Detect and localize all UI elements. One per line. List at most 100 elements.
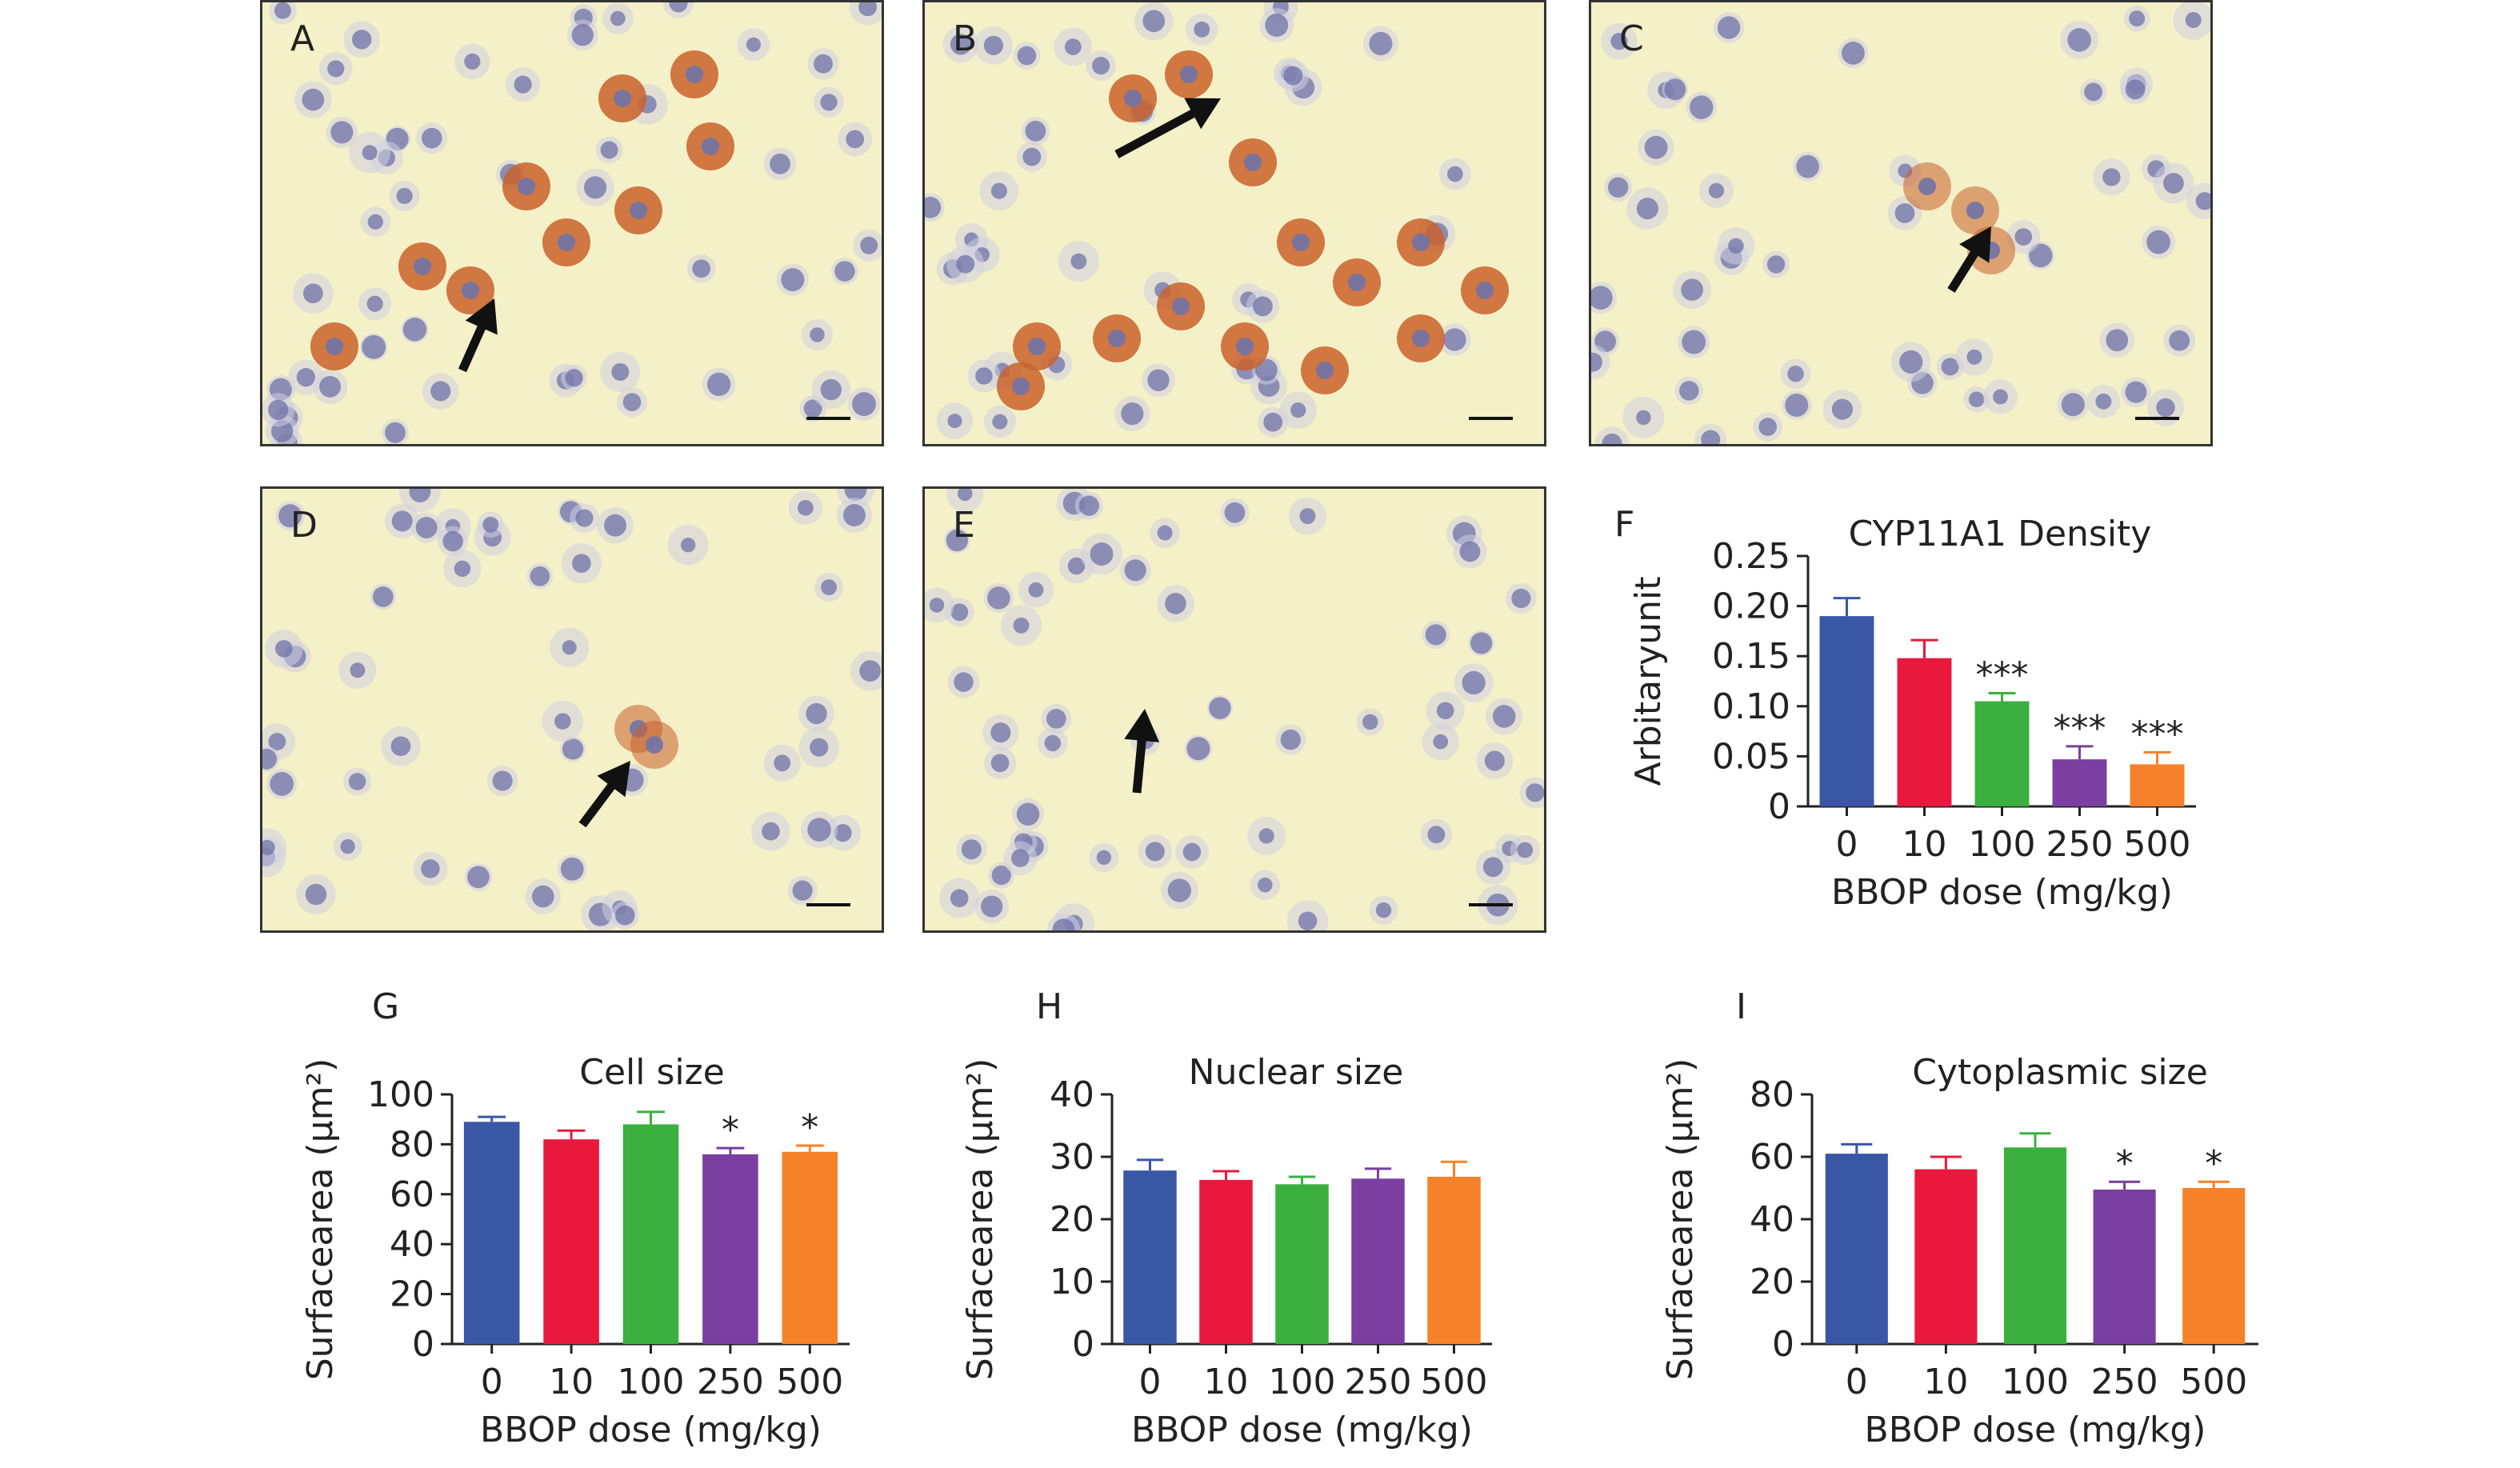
cell-nucleus — [302, 88, 325, 111]
cell-nucleus — [1682, 330, 1706, 354]
cell-nucleus — [1787, 366, 1804, 382]
x-tick-label: 100 — [2002, 1362, 2069, 1402]
cell-nucleus — [1078, 495, 1100, 516]
cell-nucleus — [1167, 878, 1191, 902]
cell-nucleus — [1591, 352, 1602, 372]
cell-nucleus — [846, 130, 865, 149]
stained-cell-nucleus — [1180, 66, 1198, 83]
cell-nucleus — [1016, 802, 1040, 826]
cell-nucleus — [2195, 192, 2210, 210]
cell-nucleus — [600, 141, 618, 159]
cell-nucleus — [1427, 826, 1446, 844]
cell-nucleus — [2125, 381, 2147, 403]
cell-nucleus — [1443, 328, 1466, 351]
panel-label-g: G — [372, 986, 400, 1027]
chart-f: 0 0.05 0.10 0.15 0.20 0.25 0 10 100 *** 250 *** 500 *… — [1628, 514, 2196, 913]
cell-nucleus — [396, 187, 413, 205]
cell-nucleus — [1255, 358, 1278, 382]
y-axis-label: Surfacearea (μm²) — [300, 1058, 341, 1381]
cell-nucleus — [1484, 750, 1505, 771]
significance-marker: *** — [2131, 714, 2184, 754]
y-tick-label: 20 — [1750, 1262, 1794, 1302]
cell-nucleus — [390, 736, 411, 757]
cell-nucleus — [781, 268, 805, 292]
cell-nucleus — [1194, 21, 1210, 38]
cell-nucleus — [362, 334, 386, 359]
chart-h: 0 10 20 30 40 0 10 100 250 500 Nuclear size BBOP do… — [960, 1052, 1492, 1450]
cell-nucleus — [929, 598, 945, 613]
y-tick-label: 0.25 — [1712, 536, 1790, 577]
cell-nucleus — [562, 640, 577, 655]
cell-nucleus — [1766, 255, 1786, 274]
stained-cell-nucleus — [1316, 362, 1334, 379]
cell-nucleus — [1124, 559, 1146, 582]
arrow-icon — [1124, 709, 1160, 742]
arrow-icon — [597, 761, 630, 798]
cell-nucleus — [1968, 391, 1985, 407]
chart-title: Nuclear size — [1189, 1052, 1404, 1093]
cell-nucleus — [554, 713, 571, 730]
cell-nucleus — [954, 672, 974, 692]
cell-nucleus — [990, 182, 1007, 199]
cell-nucleus — [1941, 358, 1959, 376]
cell-nucleus — [774, 754, 791, 772]
bar-100 — [2003, 1147, 2067, 1344]
cell-nucleus — [1025, 120, 1046, 142]
y-tick-label: 40 — [1750, 1199, 1794, 1240]
cell-nucleus — [1046, 709, 1066, 729]
cell-nucleus — [1224, 502, 1246, 523]
panel-label-d: D — [290, 505, 318, 546]
cell-nucleus — [2084, 82, 2103, 102]
cell-nucleus — [1433, 734, 1449, 750]
cell-nucleus — [1462, 670, 1486, 695]
cell-nucleus — [1526, 783, 1544, 802]
cell-nucleus — [391, 510, 413, 532]
cell-nucleus — [348, 773, 366, 790]
cell-nucleus — [947, 414, 962, 429]
cell-nucleus — [367, 214, 383, 230]
cell-nucleus — [330, 121, 354, 144]
stained-cell-nucleus — [1966, 202, 1984, 219]
cell-nucleus — [807, 818, 831, 842]
cell-nucleus — [1017, 46, 1037, 66]
cell-nucleus — [1894, 203, 1915, 223]
y-tick-label: 20 — [390, 1274, 434, 1315]
cell-nucleus — [531, 885, 554, 908]
cell-nucleus — [1842, 42, 1865, 65]
cell-nucleus — [262, 748, 278, 770]
y-tick-label: 0.15 — [1712, 636, 1790, 677]
cell-nucleus — [2095, 393, 2112, 410]
cell-nucleus — [981, 895, 1003, 918]
cell-nucleus — [1028, 582, 1044, 598]
cell-nucleus — [1022, 147, 1042, 166]
panel-label-f: F — [1614, 504, 1635, 545]
cell-nucleus — [464, 53, 481, 70]
cell-nucleus — [1728, 238, 1744, 254]
cell-nucleus — [860, 236, 878, 254]
cell-nucleus — [327, 60, 345, 78]
cell-nucleus — [275, 640, 293, 658]
cell-nucleus — [852, 392, 876, 416]
cell-nucleus — [1157, 525, 1173, 541]
cell-nucleus — [958, 489, 973, 502]
cell-nucleus — [340, 838, 355, 854]
cell-nucleus — [821, 579, 838, 595]
cell-nucleus — [2185, 12, 2202, 28]
micrograph-image-e — [925, 489, 1544, 930]
panel-label-b: B — [953, 18, 978, 59]
cell-nucleus — [442, 530, 463, 552]
cell-nucleus — [983, 35, 1004, 55]
cell-nucleus — [352, 30, 372, 50]
bar-0 — [1819, 616, 1874, 806]
cell-nucleus — [1290, 402, 1306, 418]
y-tick-label: 30 — [1050, 1137, 1094, 1178]
cell-nucleus — [1362, 714, 1378, 730]
cell-nucleus — [992, 414, 1008, 430]
cell-nucleus — [1052, 918, 1075, 930]
cell-nucleus — [622, 393, 642, 411]
cell-nucleus — [1785, 393, 1809, 418]
y-tick-label: 40 — [1050, 1074, 1094, 1115]
cell-nucleus — [950, 603, 969, 622]
chart-i: 0 20 40 60 80 0 10 100 250 * 500 * Cytoplasmic size B… — [1660, 1052, 2258, 1450]
cell-nucleus — [575, 509, 594, 527]
